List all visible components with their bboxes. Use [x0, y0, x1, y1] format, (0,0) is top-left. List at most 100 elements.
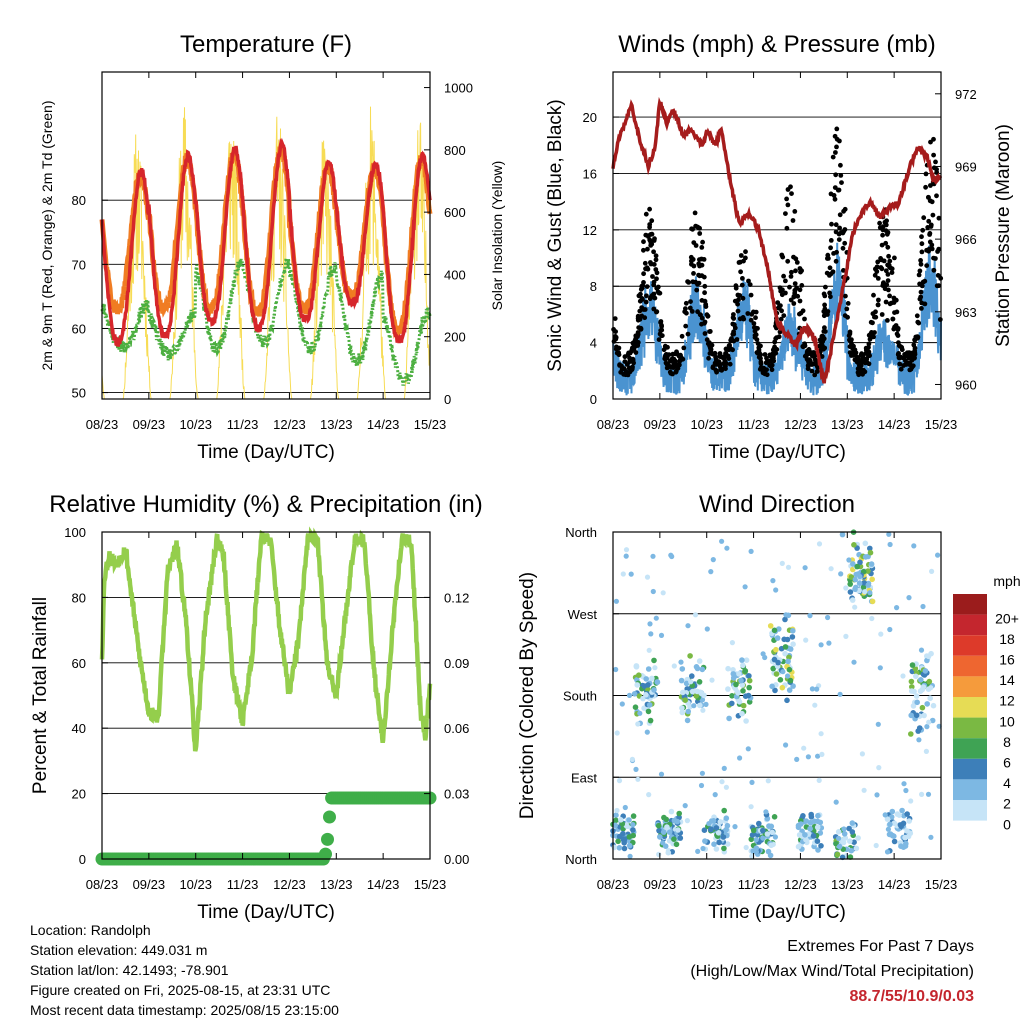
gust-point — [691, 240, 697, 246]
gust-point — [813, 358, 819, 364]
gust-point — [878, 265, 884, 270]
gust-point — [783, 290, 788, 296]
direction-point — [674, 818, 681, 825]
gust-point — [821, 313, 827, 319]
gust-point — [667, 369, 673, 375]
direction-point — [709, 677, 715, 683]
direction-point — [846, 557, 852, 563]
direction-point — [666, 829, 673, 835]
direction-point — [796, 832, 803, 838]
direction-point — [750, 827, 757, 834]
direction-point — [740, 688, 746, 694]
direction-point — [785, 658, 791, 665]
direction-point — [621, 845, 628, 852]
gust-point — [637, 308, 643, 314]
direction-point — [790, 683, 796, 689]
x-tick-label: 10/23 — [690, 417, 723, 432]
direction-point — [725, 686, 731, 692]
gust-point — [896, 351, 901, 356]
direction-point — [818, 731, 824, 737]
direction-point — [862, 540, 869, 547]
direction-point — [748, 548, 754, 555]
gust-point — [872, 272, 878, 278]
direction-point — [884, 849, 891, 855]
direction-point — [876, 765, 882, 771]
direction-point — [711, 841, 717, 847]
gust-point — [716, 359, 722, 365]
gust-point — [699, 298, 705, 303]
direction-point — [719, 779, 725, 785]
direction-point — [817, 819, 824, 826]
direction-point — [814, 838, 821, 844]
direction-point — [643, 692, 649, 698]
direction-point — [771, 627, 778, 634]
direction-point — [790, 628, 796, 634]
gust-point — [789, 191, 794, 197]
direction-point — [749, 832, 756, 838]
direction-point — [708, 569, 714, 575]
direction-point — [732, 824, 738, 830]
gust-point — [652, 295, 658, 301]
direction-point — [869, 615, 875, 622]
direction-point — [851, 839, 857, 845]
direction-point — [805, 754, 812, 760]
gust-point — [682, 309, 688, 315]
direction-point — [719, 538, 725, 544]
gust-point — [747, 282, 753, 287]
gust-point — [641, 239, 646, 245]
gust-point — [707, 351, 713, 356]
direction-point — [713, 825, 720, 831]
direction-point — [885, 826, 892, 832]
direction-point — [650, 553, 656, 559]
gust-point — [824, 270, 830, 276]
gust-point — [832, 185, 838, 191]
direction-point — [633, 663, 640, 669]
gust-point — [866, 350, 871, 356]
direction-point — [633, 766, 639, 773]
gust-point — [821, 329, 827, 334]
legend-label: 16 — [999, 652, 1015, 668]
gust-point — [921, 215, 927, 221]
gust-point — [849, 341, 854, 347]
y2-tick-label: 1000 — [444, 81, 473, 96]
gust-point — [919, 241, 925, 247]
gust-point — [833, 172, 839, 178]
direction-point — [768, 842, 774, 849]
direction-point — [840, 839, 847, 846]
direction-point — [856, 580, 863, 586]
direction-point — [647, 717, 654, 724]
direction-point — [841, 826, 847, 832]
gust-point — [793, 256, 799, 262]
gust-point — [931, 267, 937, 273]
gust-point — [937, 317, 943, 322]
gust-point — [831, 251, 836, 256]
gust-point — [928, 183, 933, 188]
x-tick-label: 11/23 — [738, 877, 770, 892]
gust-point — [839, 180, 844, 186]
gust-point — [783, 278, 788, 284]
direction-point — [629, 756, 636, 763]
direction-point — [685, 708, 691, 715]
gust-point — [897, 361, 903, 367]
gust-point — [875, 259, 881, 265]
y-tick-label: 20 — [583, 110, 597, 125]
direction-point — [689, 688, 696, 695]
direction-point — [660, 590, 666, 596]
gust-point — [898, 366, 904, 372]
direction-point — [626, 692, 633, 699]
direction-point — [836, 843, 843, 850]
gust-point — [892, 310, 897, 315]
direction-point — [898, 823, 904, 830]
y-tick-label: 4 — [590, 336, 597, 351]
direction-point — [743, 657, 750, 663]
direction-point — [924, 724, 930, 730]
direction-point — [691, 703, 697, 709]
gust-point — [866, 361, 872, 367]
y2-tick-label: 0 — [444, 392, 451, 407]
y-tick-label: 0 — [79, 852, 86, 867]
gust-point — [892, 324, 897, 330]
gust-point — [883, 228, 889, 234]
station-latlon: Station lat/lon: 42.1493; -78.901 — [30, 962, 229, 978]
direction-point — [769, 683, 775, 690]
